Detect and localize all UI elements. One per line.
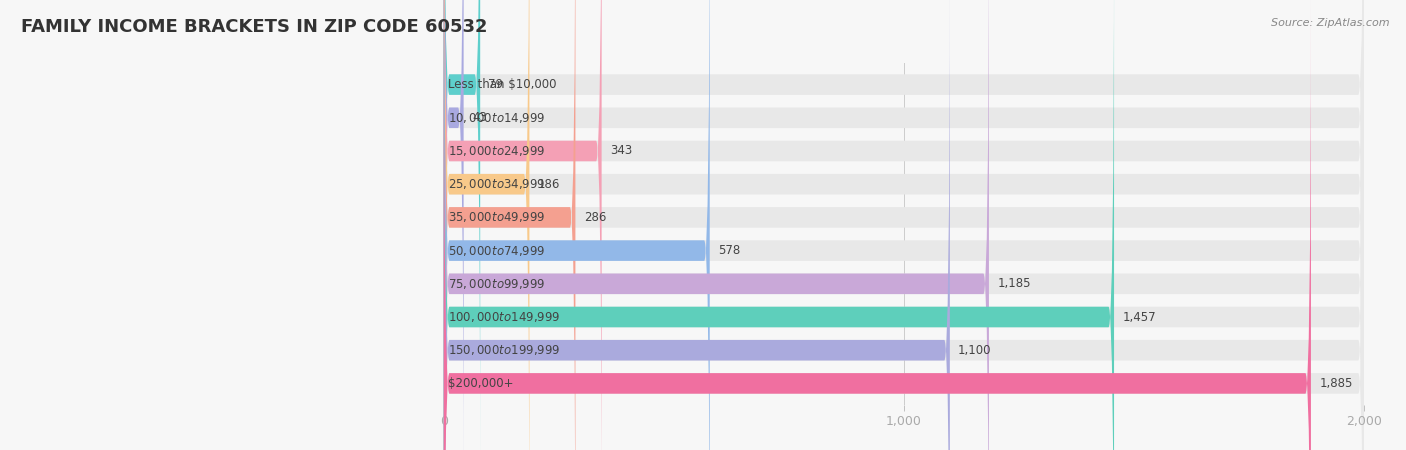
Text: $150,000 to $199,999: $150,000 to $199,999 bbox=[449, 343, 561, 357]
Text: 578: 578 bbox=[718, 244, 740, 257]
FancyBboxPatch shape bbox=[444, 0, 481, 450]
Text: $25,000 to $34,999: $25,000 to $34,999 bbox=[449, 177, 546, 191]
FancyBboxPatch shape bbox=[444, 0, 1114, 450]
FancyBboxPatch shape bbox=[444, 0, 1364, 450]
Text: $10,000 to $14,999: $10,000 to $14,999 bbox=[449, 111, 546, 125]
FancyBboxPatch shape bbox=[444, 0, 464, 450]
FancyBboxPatch shape bbox=[444, 0, 950, 450]
FancyBboxPatch shape bbox=[444, 0, 602, 450]
Text: 1,457: 1,457 bbox=[1122, 310, 1156, 324]
Text: $15,000 to $24,999: $15,000 to $24,999 bbox=[449, 144, 546, 158]
Text: Less than $10,000: Less than $10,000 bbox=[449, 78, 557, 91]
FancyBboxPatch shape bbox=[444, 0, 575, 450]
FancyBboxPatch shape bbox=[444, 0, 1364, 450]
FancyBboxPatch shape bbox=[444, 0, 1364, 450]
Text: $50,000 to $74,999: $50,000 to $74,999 bbox=[449, 243, 546, 257]
Text: 186: 186 bbox=[537, 178, 560, 191]
FancyBboxPatch shape bbox=[444, 0, 1364, 450]
Text: 1,885: 1,885 bbox=[1319, 377, 1353, 390]
Text: 79: 79 bbox=[488, 78, 503, 91]
FancyBboxPatch shape bbox=[444, 0, 1364, 450]
FancyBboxPatch shape bbox=[444, 0, 530, 450]
Text: $75,000 to $99,999: $75,000 to $99,999 bbox=[449, 277, 546, 291]
FancyBboxPatch shape bbox=[444, 0, 1310, 450]
FancyBboxPatch shape bbox=[444, 0, 988, 450]
FancyBboxPatch shape bbox=[444, 0, 1364, 450]
Text: $35,000 to $49,999: $35,000 to $49,999 bbox=[449, 211, 546, 225]
Text: $100,000 to $149,999: $100,000 to $149,999 bbox=[449, 310, 561, 324]
FancyBboxPatch shape bbox=[444, 0, 1364, 450]
Text: Source: ZipAtlas.com: Source: ZipAtlas.com bbox=[1271, 18, 1389, 28]
Text: 1,185: 1,185 bbox=[997, 277, 1031, 290]
FancyBboxPatch shape bbox=[444, 0, 1364, 450]
Text: 343: 343 bbox=[610, 144, 633, 158]
FancyBboxPatch shape bbox=[444, 0, 710, 450]
Text: 1,100: 1,100 bbox=[957, 344, 991, 357]
Text: 286: 286 bbox=[583, 211, 606, 224]
FancyBboxPatch shape bbox=[444, 0, 1364, 450]
FancyBboxPatch shape bbox=[444, 0, 1364, 450]
Text: FAMILY INCOME BRACKETS IN ZIP CODE 60532: FAMILY INCOME BRACKETS IN ZIP CODE 60532 bbox=[21, 18, 488, 36]
Text: 43: 43 bbox=[472, 111, 486, 124]
Text: $200,000+: $200,000+ bbox=[449, 377, 515, 390]
